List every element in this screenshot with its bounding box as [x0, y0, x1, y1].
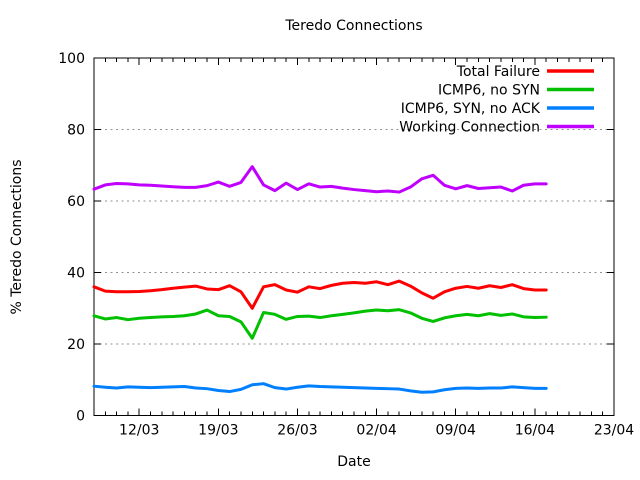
legend-label-icmp6-syn-no-ack: ICMP6, SYN, no ACK	[401, 101, 541, 117]
x-ticks: 12/03 19/03 26/03 02/04 09/04 16/04 23/04	[93, 58, 634, 439]
series-line-working-connection	[92, 165, 548, 194]
x-tick-label: 16/04	[515, 423, 555, 439]
y-tick-label: 0	[76, 409, 85, 425]
series-lines	[92, 165, 548, 394]
legend-label-working-connection: Working Connection	[399, 120, 540, 136]
x-tick-label: 23/04	[594, 423, 634, 439]
legend-label-total-failure: Total Failure	[456, 64, 540, 80]
chart-title: Teredo Connections	[284, 18, 422, 34]
y-tick-label: 60	[67, 194, 85, 210]
legend-label-icmp6-no-syn: ICMP6, no SYN	[438, 83, 540, 99]
series-line-icmp6-no-syn	[92, 308, 548, 340]
legend: Total Failure ICMP6, no SYN ICMP6, SYN, no…	[399, 64, 594, 136]
y-tick-label: 40	[67, 266, 85, 282]
y-ticks: 0 20 40 60 80 100	[58, 51, 614, 425]
x-axis-label: Date	[337, 454, 370, 470]
series-line-total-failure	[92, 279, 548, 310]
x-tick-label: 09/04	[436, 423, 476, 439]
gridlines	[94, 129, 614, 345]
y-tick-label: 80	[67, 123, 85, 139]
x-tick-label: 26/03	[277, 423, 317, 439]
y-tick-label: 100	[58, 51, 85, 67]
y-tick-label: 20	[67, 337, 85, 353]
series-line-icmp6-syn-no-ack	[92, 382, 548, 394]
x-tick-label: 02/04	[356, 423, 396, 439]
x-tick-label: 19/03	[198, 423, 238, 439]
x-tick-label: 12/03	[119, 423, 159, 439]
y-axis-label: % Teredo Connections	[9, 159, 25, 314]
